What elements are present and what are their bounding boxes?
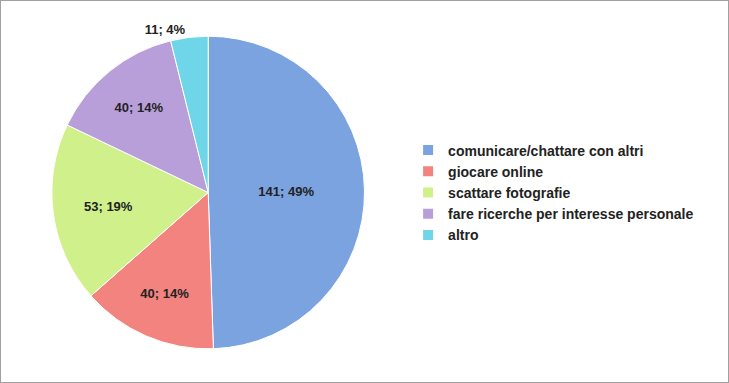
svg-text:comunicare/chattare con altri: comunicare/chattare con altri <box>448 143 643 159</box>
svg-text:scattare fotografie: scattare fotografie <box>448 185 570 201</box>
svg-text:53; 19%: 53; 19% <box>84 199 133 214</box>
svg-text:11; 4%: 11; 4% <box>145 22 186 37</box>
svg-text:40; 14%: 40; 14% <box>115 100 164 115</box>
svg-text:141; 49%: 141; 49% <box>258 184 314 199</box>
svg-text:giocare online: giocare online <box>448 164 543 180</box>
svg-text:40; 14%: 40; 14% <box>140 286 189 301</box>
svg-text:altro: altro <box>448 227 478 243</box>
svg-text:fare ricerche per interesse pe: fare ricerche per interesse personale <box>448 206 693 222</box>
